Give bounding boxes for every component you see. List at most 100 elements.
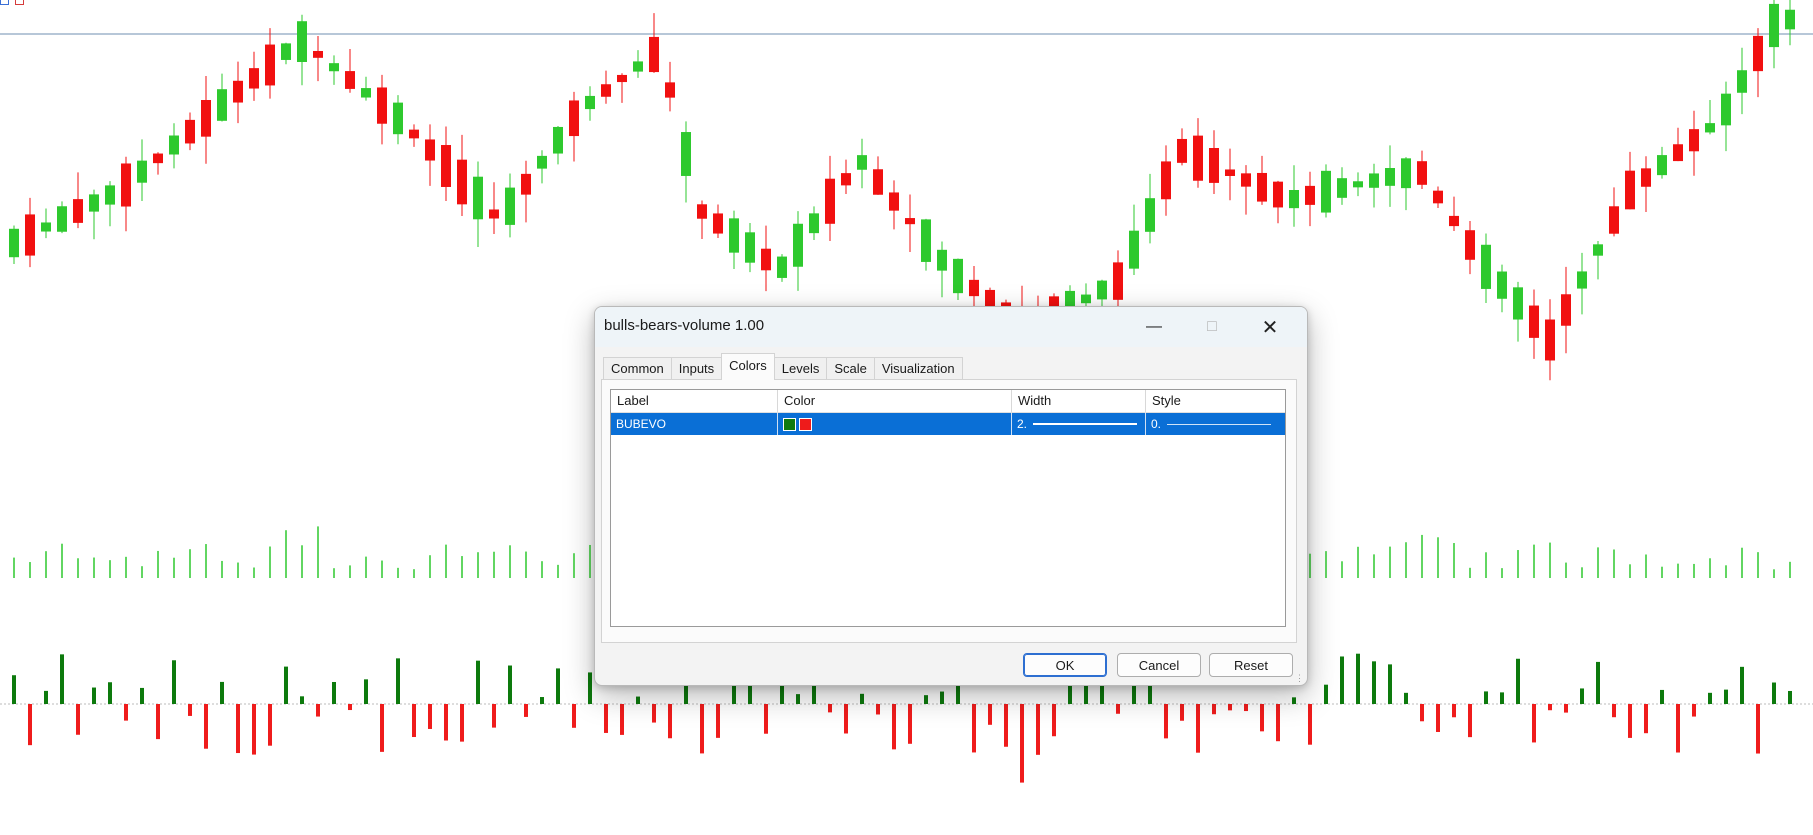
chart-corner-controls (0, 0, 24, 5)
header-label: Label (611, 390, 778, 412)
bear-volume-bar (412, 704, 416, 738)
bear-volume-bar (1628, 704, 1632, 738)
style-value: 0. (1151, 417, 1162, 431)
candle-body (1385, 168, 1395, 186)
row-style-cell[interactable]: 0. (1146, 413, 1285, 435)
candle-body (905, 218, 915, 225)
resize-grip-icon[interactable]: ⋮ (1295, 673, 1304, 683)
candle-body (1225, 169, 1235, 176)
candle-body (1497, 271, 1507, 299)
candle-body (425, 139, 435, 161)
bear-volume-bar (124, 704, 128, 721)
bull-volume-bar (1388, 664, 1392, 704)
bull-volume-bar (1356, 653, 1360, 704)
row-width-cell[interactable]: 2. (1012, 413, 1146, 435)
color-swatch-bull[interactable] (783, 417, 796, 431)
bear-volume-bar (316, 704, 320, 717)
bear-volume-bar (1260, 704, 1264, 732)
candle-body (377, 87, 387, 124)
bull-volume-bar (812, 682, 816, 704)
bear-volume-bar (1436, 704, 1440, 732)
bear-volume-bar (876, 704, 880, 715)
candle-body (777, 256, 787, 278)
bear-volume-bar (188, 704, 192, 716)
candle-body (1529, 305, 1539, 338)
tab-scale[interactable]: Scale (826, 357, 875, 380)
bear-volume-bar (764, 704, 768, 734)
bear-volume-bar (572, 704, 576, 728)
row-label: BUBEVO (611, 413, 778, 435)
candle-body (617, 74, 627, 83)
bear-volume-bar (844, 704, 848, 734)
colors-grid: Label Color Width Style BUBEVO 2. 0. (610, 389, 1286, 627)
bear-volume-bar (716, 704, 720, 738)
candle-body (921, 219, 931, 262)
row-color-cell[interactable] (778, 413, 1012, 435)
candle-body (601, 84, 611, 97)
color-swatch-bear[interactable] (799, 417, 812, 431)
bear-volume-bar (428, 704, 432, 729)
bear-volume-bar (1756, 704, 1760, 754)
bear-volume-bar (1116, 704, 1120, 714)
candle-body (217, 89, 227, 121)
table-row[interactable]: BUBEVO 2. 0. (611, 413, 1285, 435)
bear-volume-bar (1532, 704, 1536, 743)
candle-body (633, 61, 643, 72)
candle-body (1241, 173, 1251, 187)
candle-body (569, 100, 579, 137)
bull-volume-bar (796, 694, 800, 704)
bull-volume-bar (636, 696, 640, 704)
candle-body (25, 214, 35, 256)
bear-volume-bar (988, 704, 992, 725)
candle-body (169, 135, 179, 155)
bear-volume-bar (1052, 704, 1056, 737)
bear-volume-bar (1276, 704, 1280, 742)
candle-body (73, 199, 83, 223)
bear-volume-bar (380, 704, 384, 752)
bull-volume-bar (1084, 677, 1088, 704)
candle-body (57, 206, 67, 232)
chart-icon-red[interactable] (15, 0, 24, 5)
bull-volume-bar (300, 696, 304, 704)
minimize-icon[interactable]: — (1146, 318, 1162, 335)
chart-icon-blue[interactable] (0, 0, 9, 5)
candle-body (265, 44, 275, 86)
bear-volume-bar (524, 704, 528, 717)
bull-volume-bar (108, 682, 112, 704)
bull-volume-bar (540, 697, 544, 704)
bear-volume-bar (460, 704, 464, 742)
bull-volume-bar (684, 679, 688, 704)
bull-volume-bar (1404, 692, 1408, 704)
candle-body (1465, 230, 1475, 260)
tab-colors[interactable]: Colors (721, 353, 775, 380)
candle-body (185, 119, 195, 144)
candle-body (1161, 161, 1171, 200)
cancel-button[interactable]: Cancel (1117, 653, 1201, 677)
close-icon[interactable]: ✕ (1261, 316, 1279, 339)
candle-body (681, 132, 691, 176)
bear-volume-bar (204, 704, 208, 749)
tab-levels[interactable]: Levels (773, 357, 828, 380)
candle-body (857, 155, 867, 170)
bear-volume-bar (1692, 704, 1696, 717)
tab-common[interactable]: Common (603, 357, 672, 380)
candle-body (1369, 173, 1379, 188)
candle-body (1449, 215, 1459, 227)
bull-volume-bar (1292, 697, 1296, 704)
candle-body (105, 185, 115, 205)
maximize-icon: □ (1207, 318, 1217, 335)
tab-visualization[interactable]: Visualization (873, 357, 963, 380)
bull-volume-bar (1724, 689, 1728, 704)
bull-volume-bar (44, 690, 48, 704)
ok-button[interactable]: OK (1023, 653, 1107, 677)
tab-inputs[interactable]: Inputs (670, 357, 723, 380)
bear-volume-bar (28, 704, 32, 746)
candle-body (393, 102, 403, 135)
dialog-titlebar[interactable]: bulls-bears-volume 1.00 — □ ✕ (595, 307, 1307, 347)
candle-body (1337, 178, 1347, 198)
reset-button[interactable]: Reset (1209, 653, 1293, 677)
candle-body (41, 222, 51, 232)
candle-body (233, 80, 243, 103)
candle-body (1417, 161, 1427, 185)
candle-body (121, 163, 131, 207)
